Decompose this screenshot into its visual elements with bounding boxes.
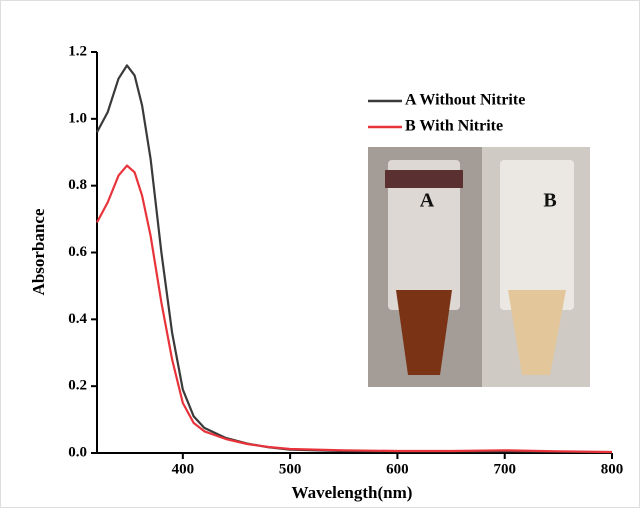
x-tick-label: 600 xyxy=(386,461,409,477)
y-tick-label: 0.2 xyxy=(68,378,87,394)
line xyxy=(96,164,613,454)
x-axis-label: Wavelength(nm) xyxy=(292,483,413,502)
y-tick-label: 0.6 xyxy=(68,244,87,260)
y-tick-label: 0.0 xyxy=(68,444,87,460)
y-tick-label: 0.4 xyxy=(68,311,87,327)
y-axis-label: Absorbance xyxy=(29,208,48,295)
x-tick-label: 400 xyxy=(172,461,195,477)
legend-label: B With Nitrite xyxy=(405,118,503,135)
y-tick-label: 0.8 xyxy=(68,177,87,193)
legend-label: A Without Nitrite xyxy=(405,92,525,109)
annotation: B xyxy=(543,190,556,212)
x-tick-label: 700 xyxy=(493,461,516,477)
x-tick-label: 800 xyxy=(601,461,624,477)
annotation: A xyxy=(420,190,435,212)
y-tick-label: 1.0 xyxy=(68,110,87,126)
inset-photo xyxy=(368,147,590,387)
y-tick-label: 1.2 xyxy=(68,43,87,59)
x-tick-label: 500 xyxy=(279,461,302,477)
